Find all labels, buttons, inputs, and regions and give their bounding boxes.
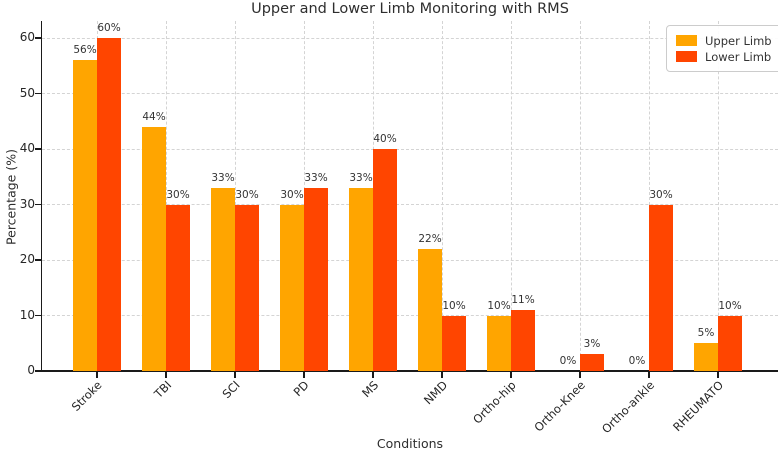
x-tick-label: PD bbox=[290, 378, 312, 400]
y-tick-mark bbox=[35, 259, 41, 261]
legend-item: Lower Limb bbox=[676, 49, 772, 64]
h-gridline bbox=[42, 259, 778, 261]
bar-lower-limb-stroke bbox=[97, 38, 121, 371]
x-axis-label: Conditions bbox=[376, 436, 444, 451]
x-tick-mark bbox=[717, 371, 719, 378]
bar-value-label: 56% bbox=[73, 44, 97, 57]
x-tick-label: SCI bbox=[219, 378, 243, 402]
v-gridline bbox=[441, 21, 443, 371]
bar-value-label: 10% bbox=[487, 299, 511, 312]
x-tick-mark bbox=[96, 371, 98, 378]
bar-value-label: 33% bbox=[304, 171, 328, 184]
y-tick-label: 30 bbox=[19, 196, 35, 211]
bar-upper-limb-nmd bbox=[418, 248, 442, 371]
bar-value-label: 30% bbox=[235, 188, 259, 201]
x-tick-mark bbox=[165, 371, 167, 378]
legend-label: Upper Limb bbox=[705, 33, 772, 48]
y-tick-mark bbox=[35, 314, 41, 317]
h-gridline bbox=[42, 37, 778, 39]
bar-upper-limb-ms bbox=[349, 187, 373, 371]
y-tick-label: 0 bbox=[27, 363, 35, 377]
bar-lower-limb-rheumato bbox=[718, 315, 742, 371]
bar-value-label: 22% bbox=[418, 232, 442, 245]
x-tick-label: TBI bbox=[151, 378, 174, 401]
bar-lower-limb-ms bbox=[373, 149, 397, 371]
bar-upper-limb-ortho-hip bbox=[487, 315, 511, 371]
bar-upper-limb-pd bbox=[280, 204, 304, 371]
h-gridline bbox=[42, 315, 778, 316]
v-gridline bbox=[165, 21, 167, 371]
h-gridline bbox=[42, 93, 778, 94]
bar-lower-limb-ortho-knee bbox=[580, 354, 604, 371]
v-gridline bbox=[510, 21, 512, 371]
legend-swatch-lower-limb bbox=[676, 51, 697, 62]
v-gridline bbox=[579, 21, 581, 371]
bar-value-label: 60% bbox=[97, 22, 121, 34]
bar-value-label: 5% bbox=[697, 327, 715, 340]
y-tick-mark bbox=[35, 370, 41, 372]
y-tick-mark bbox=[35, 203, 41, 206]
bar-value-label: 44% bbox=[142, 110, 166, 123]
x-tick-label: Ortho-Knee bbox=[531, 378, 588, 435]
bar-upper-limb-rheumato bbox=[694, 343, 718, 371]
v-gridline bbox=[648, 21, 650, 371]
bar-value-label: 33% bbox=[211, 171, 235, 184]
x-tick-label: RHEUMATO bbox=[669, 378, 726, 435]
bar-value-label: 30% bbox=[166, 188, 190, 201]
bar-upper-limb-tbi bbox=[142, 126, 166, 371]
y-tick-mark bbox=[35, 148, 41, 150]
bar-value-label: 3% bbox=[583, 338, 601, 351]
x-tick-label: NMD bbox=[420, 378, 450, 408]
x-tick-label: Ortho-ankle bbox=[598, 378, 657, 437]
x-tick-label: Ortho-hip bbox=[470, 378, 519, 427]
bar-lower-limb-pd bbox=[304, 187, 328, 371]
legend-swatch-upper-limb bbox=[676, 35, 697, 46]
y-tick-label: 20 bbox=[19, 252, 35, 266]
y-tick-label: 10 bbox=[19, 307, 35, 322]
v-gridline bbox=[234, 21, 236, 371]
bar-lower-limb-ortho-ankle bbox=[649, 204, 673, 371]
x-axis-spine bbox=[41, 370, 778, 372]
bar-value-label: 0% bbox=[628, 355, 646, 367]
v-gridline bbox=[717, 21, 719, 371]
x-tick-mark bbox=[510, 371, 512, 378]
bar-upper-limb-stroke bbox=[73, 60, 97, 371]
h-gridline bbox=[42, 148, 778, 150]
x-tick-mark bbox=[648, 371, 650, 378]
legend: Upper Limb Lower Limb bbox=[666, 25, 778, 72]
bar-value-label: 33% bbox=[349, 171, 373, 184]
legend-label: Lower Limb bbox=[705, 49, 772, 64]
x-tick-mark bbox=[372, 371, 374, 378]
bar-value-label: 10% bbox=[442, 299, 466, 312]
y-axis-spine bbox=[41, 21, 43, 371]
x-tick-mark bbox=[441, 371, 443, 378]
bar-lower-limb-ortho-hip bbox=[511, 309, 535, 371]
bar-value-label: 40% bbox=[373, 133, 397, 145]
bar-value-label: 11% bbox=[511, 293, 535, 306]
x-tick-label: Stroke bbox=[69, 378, 105, 414]
y-tick-mark bbox=[35, 37, 41, 39]
bar-upper-limb-sci bbox=[211, 187, 235, 371]
legend-item: Upper Limb bbox=[676, 33, 772, 48]
x-tick-mark bbox=[303, 371, 305, 378]
bar-value-label: 30% bbox=[280, 188, 304, 201]
bar-value-label: 0% bbox=[559, 355, 577, 367]
x-tick-mark bbox=[234, 371, 236, 378]
y-tick-mark bbox=[35, 92, 41, 95]
x-tick-mark bbox=[579, 371, 581, 378]
y-tick-label: 50 bbox=[19, 85, 35, 100]
h-gridline bbox=[42, 204, 778, 205]
y-tick-label: 40 bbox=[19, 141, 35, 155]
bar-value-label: 10% bbox=[718, 299, 742, 312]
bar-lower-limb-sci bbox=[235, 204, 259, 371]
chart-title: Upper and Lower Limb Monitoring with RMS bbox=[251, 1, 569, 17]
bar-lower-limb-tbi bbox=[166, 204, 190, 371]
bar-value-label: 30% bbox=[649, 188, 673, 201]
y-tick-label: 60 bbox=[19, 30, 35, 44]
bar-lower-limb-nmd bbox=[442, 315, 466, 371]
x-tick-label: MS bbox=[358, 378, 381, 401]
